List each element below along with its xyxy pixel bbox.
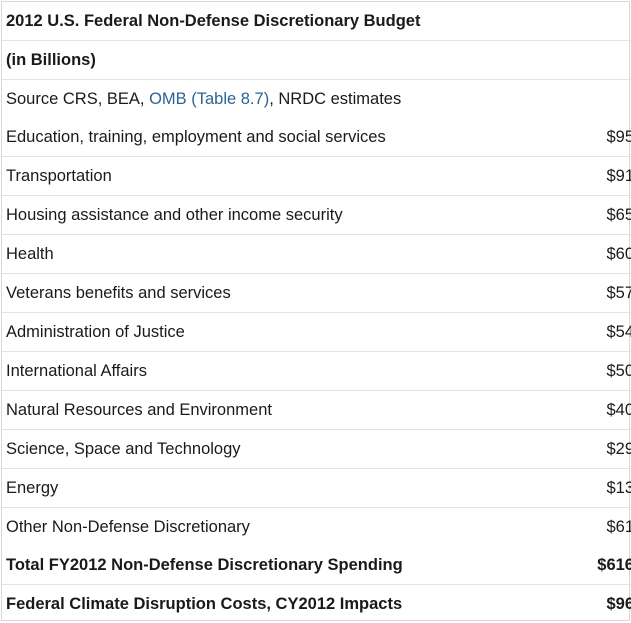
- table-row: Natural Resources and Environment$40: [2, 391, 631, 430]
- total-rows: Total FY2012 Non-Defense Discretionary S…: [2, 546, 631, 623]
- row-label: Other Non-Defense Discretionary: [2, 508, 550, 547]
- row-label: Federal Climate Disruption Costs, CY2012…: [2, 585, 550, 623]
- row-value: $95: [550, 118, 631, 157]
- table-row: Other Non-Defense Discretionary$61: [2, 508, 631, 547]
- row-label: Science, Space and Technology: [2, 430, 550, 469]
- budget-rows: Education, training, employment and soci…: [2, 118, 631, 546]
- row-label: Energy: [2, 469, 550, 508]
- source-row: Source CRS, BEA, OMB (Table 8.7), NRDC e…: [2, 80, 631, 119]
- source-suffix: , NRDC estimates: [269, 90, 401, 108]
- row-label: Total FY2012 Non-Defense Discretionary S…: [2, 546, 550, 585]
- row-label: Natural Resources and Environment: [2, 391, 550, 430]
- row-label: Education, training, employment and soci…: [2, 118, 550, 157]
- row-label: Administration of Justice: [2, 313, 550, 352]
- row-value: $91: [550, 157, 631, 196]
- total-row: Total FY2012 Non-Defense Discretionary S…: [2, 546, 631, 585]
- row-label: Veterans benefits and services: [2, 274, 550, 313]
- row-value: $60: [550, 235, 631, 274]
- row-label: Housing assistance and other income secu…: [2, 196, 550, 235]
- total-row: Federal Climate Disruption Costs, CY2012…: [2, 585, 631, 623]
- row-value: $29: [550, 430, 631, 469]
- row-label: International Affairs: [2, 352, 550, 391]
- row-label: Health: [2, 235, 550, 274]
- source-prefix: Source CRS, BEA,: [6, 90, 149, 108]
- title-row: 2012 U.S. Federal Non-Defense Discretion…: [2, 2, 631, 41]
- table-row: Transportation$91: [2, 157, 631, 196]
- row-label: Transportation: [2, 157, 550, 196]
- subtitle-row: (in Billions): [2, 41, 631, 80]
- table-subtitle: (in Billions): [2, 41, 550, 80]
- table-row: Education, training, employment and soci…: [2, 118, 631, 157]
- row-value: $65: [550, 196, 631, 235]
- row-value: $61: [550, 508, 631, 547]
- omb-table-link[interactable]: OMB (Table 8.7): [149, 90, 269, 108]
- row-value: $616: [550, 546, 631, 585]
- row-value: $40: [550, 391, 631, 430]
- table-row: Energy$13: [2, 469, 631, 508]
- table-title: 2012 U.S. Federal Non-Defense Discretion…: [2, 2, 550, 41]
- table-row: International Affairs$50: [2, 352, 631, 391]
- row-value: $57: [550, 274, 631, 313]
- row-value: $54: [550, 313, 631, 352]
- row-value: $13: [550, 469, 631, 508]
- table-row: Administration of Justice$54: [2, 313, 631, 352]
- table-row: Housing assistance and other income secu…: [2, 196, 631, 235]
- row-value: $96: [550, 585, 631, 623]
- table-row: Science, Space and Technology$29: [2, 430, 631, 469]
- row-value: $50: [550, 352, 631, 391]
- source-line: Source CRS, BEA, OMB (Table 8.7), NRDC e…: [2, 80, 550, 119]
- table-row: Health$60: [2, 235, 631, 274]
- table-row: Veterans benefits and services$57: [2, 274, 631, 313]
